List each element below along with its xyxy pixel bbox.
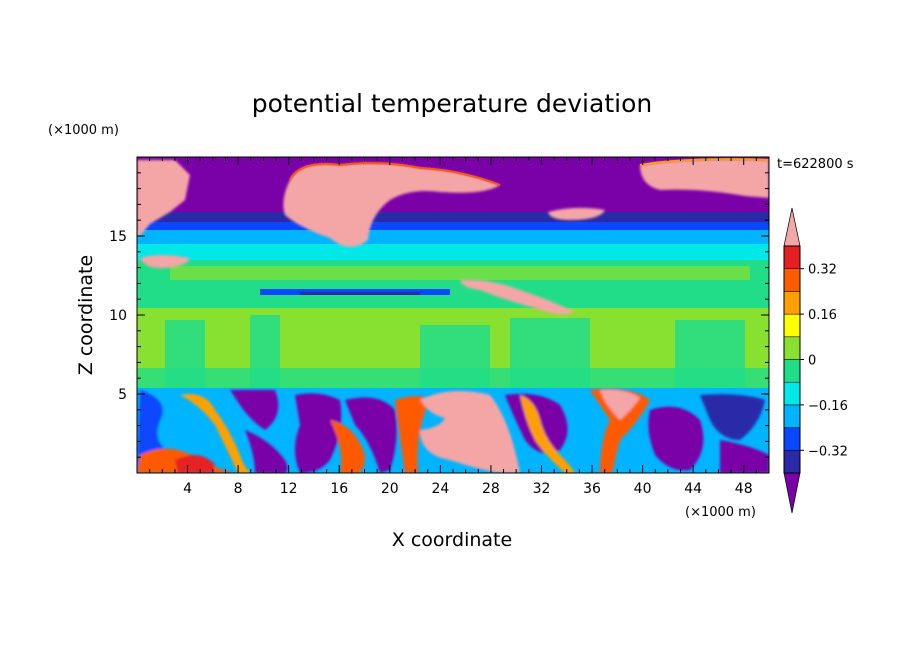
lower-orange-arc bbox=[180, 394, 252, 473]
blob-edge-1 bbox=[289, 162, 501, 186]
colorbar-segment bbox=[783, 313, 801, 338]
plot-area bbox=[137, 157, 769, 473]
x-tick-label: 4 bbox=[183, 481, 192, 497]
blob-upper-center bbox=[283, 163, 500, 248]
lower-red-arc bbox=[395, 396, 430, 473]
colorbar-tick-label: −0.32 bbox=[808, 444, 848, 459]
x-tick-label: 20 bbox=[381, 481, 399, 497]
x-unit-label: (×1000 m) bbox=[685, 505, 756, 520]
lower-red-right bbox=[590, 388, 650, 473]
y-axis-label: Z coordinate bbox=[75, 255, 97, 375]
colorbar-tick-label: 0.32 bbox=[808, 263, 837, 278]
colorbar-top-arrow bbox=[783, 207, 801, 247]
x-tick-label: 28 bbox=[482, 481, 500, 497]
colorbar-segment bbox=[783, 268, 801, 292]
x-tick-label: 44 bbox=[684, 481, 702, 497]
y-tick-label: 5 bbox=[118, 387, 127, 403]
time-label: t=622800 s bbox=[777, 157, 854, 172]
lower-red-mid bbox=[330, 420, 365, 473]
y-axis-ticks: 5 10 15 bbox=[109, 172, 769, 458]
x-tick-label: 16 bbox=[330, 481, 348, 497]
colorbar-segment bbox=[783, 291, 801, 315]
band-dark-streak bbox=[300, 292, 420, 295]
blob-upper-left bbox=[137, 160, 190, 236]
colorbar-segment bbox=[783, 450, 801, 474]
band-green-2 bbox=[137, 286, 769, 308]
blob-small bbox=[548, 207, 605, 220]
y-tick-label: 15 bbox=[109, 229, 127, 245]
band-sky bbox=[137, 230, 769, 246]
y-unit-label: (×1000 m) bbox=[48, 123, 119, 138]
colorbar-segment bbox=[783, 245, 801, 269]
colorbar-tick-label: 0 bbox=[808, 354, 816, 369]
x-tick-label: 8 bbox=[234, 481, 243, 497]
x-tick-label: 24 bbox=[431, 481, 449, 497]
colorbar-segment bbox=[783, 359, 801, 383]
lower-pink-right bbox=[600, 389, 640, 420]
colorbar-segment bbox=[783, 381, 801, 406]
colorbar-segment bbox=[783, 404, 801, 428]
band-blue bbox=[137, 222, 769, 232]
lower-purple-2 bbox=[295, 393, 342, 473]
x-tick-label: 36 bbox=[583, 481, 601, 497]
chart-title: potential temperature deviation bbox=[252, 89, 652, 118]
band-cyan bbox=[137, 244, 769, 262]
x-tick-label: 12 bbox=[280, 481, 298, 497]
lower-purple-7 bbox=[245, 430, 288, 473]
lower-purple-6 bbox=[720, 440, 769, 473]
lower-dark-right bbox=[700, 394, 765, 440]
lower-purple-3 bbox=[345, 397, 397, 473]
x-tick-label: 32 bbox=[533, 481, 551, 497]
colorbar-bottom-arrow bbox=[783, 472, 801, 514]
colorbar bbox=[783, 207, 801, 514]
y-tick-label: 10 bbox=[109, 308, 127, 324]
blob-left-small bbox=[140, 255, 190, 268]
band-lower-green bbox=[137, 368, 769, 388]
x-axis-label: X coordinate bbox=[392, 529, 512, 551]
lower-red-core bbox=[175, 455, 215, 473]
colorbar-segment bbox=[783, 336, 801, 360]
x-tick-label: 48 bbox=[735, 481, 753, 497]
colorbar-ticks: 0.32 0.16 0 −0.16 −0.32 bbox=[800, 263, 848, 459]
x-axis-ticks: 4 8 12 16 20 24 28 32 36 40 44 48 bbox=[149, 157, 757, 497]
colorbar-tick-label: −0.16 bbox=[808, 399, 848, 414]
x-tick-label: 40 bbox=[634, 481, 652, 497]
blob-upper-right bbox=[640, 159, 769, 198]
colorbar-tick-label: 0.16 bbox=[808, 308, 837, 323]
blob-streak bbox=[460, 279, 575, 315]
band-lime-patch bbox=[170, 266, 750, 280]
lower-purple-1 bbox=[230, 390, 279, 430]
lower-orange-2 bbox=[520, 395, 575, 473]
colorbar-segment bbox=[783, 427, 801, 451]
lower-purple-5 bbox=[648, 406, 704, 471]
lower-pink-plume bbox=[420, 391, 520, 473]
blob-edge-2 bbox=[639, 158, 769, 166]
